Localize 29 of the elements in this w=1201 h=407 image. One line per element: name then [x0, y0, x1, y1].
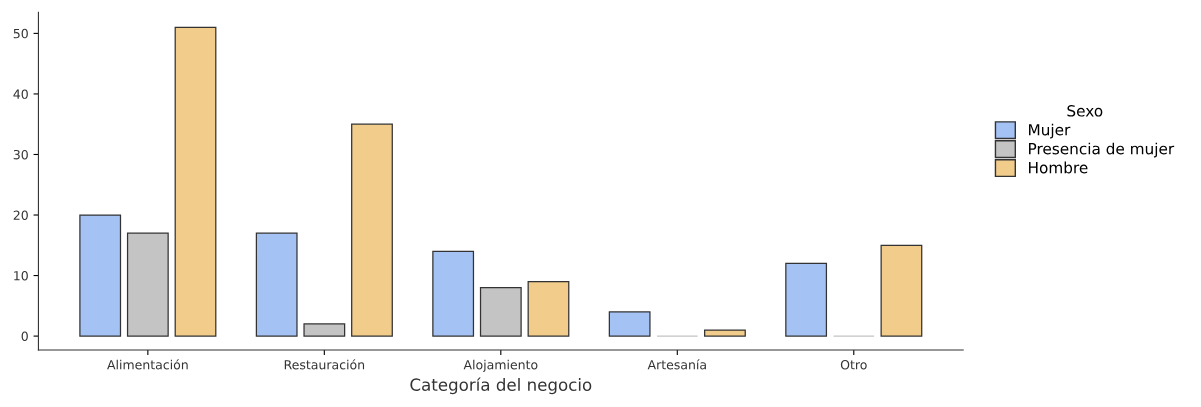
legend-label: Mujer — [1029, 123, 1071, 139]
x-tick-label: Restauración — [284, 359, 365, 370]
bar — [608, 311, 651, 337]
bar — [174, 26, 217, 337]
y-tick-label: 0 — [21, 331, 28, 342]
bar — [527, 280, 570, 337]
x-tick-label: Alimentación — [107, 359, 188, 370]
x-tick-label: Otro — [840, 359, 867, 370]
legend-title: Sexo — [1067, 105, 1103, 117]
bar — [126, 232, 169, 337]
y-tick-label: 10 — [14, 271, 28, 281]
x-axis-title: Categoría del negocio — [410, 377, 592, 395]
bar — [255, 232, 298, 337]
legend-label: Hombre — [1029, 161, 1088, 174]
y-tick-label: 20 — [13, 210, 28, 220]
bar — [432, 250, 475, 337]
legend-label: Presencia de mujer — [1029, 142, 1175, 158]
y-tick-label: 40 — [13, 89, 28, 99]
bar — [303, 323, 346, 337]
bar — [479, 287, 522, 337]
y-tick-label: 30 — [13, 149, 28, 160]
x-tick-label: Alojamiento — [463, 359, 538, 372]
bar — [785, 262, 828, 337]
bar — [351, 123, 393, 337]
y-tick-label: 50 — [13, 28, 28, 39]
bar — [704, 329, 746, 337]
bar — [880, 244, 923, 337]
bar — [79, 214, 122, 337]
x-tick-label: Artesanía — [647, 359, 706, 370]
